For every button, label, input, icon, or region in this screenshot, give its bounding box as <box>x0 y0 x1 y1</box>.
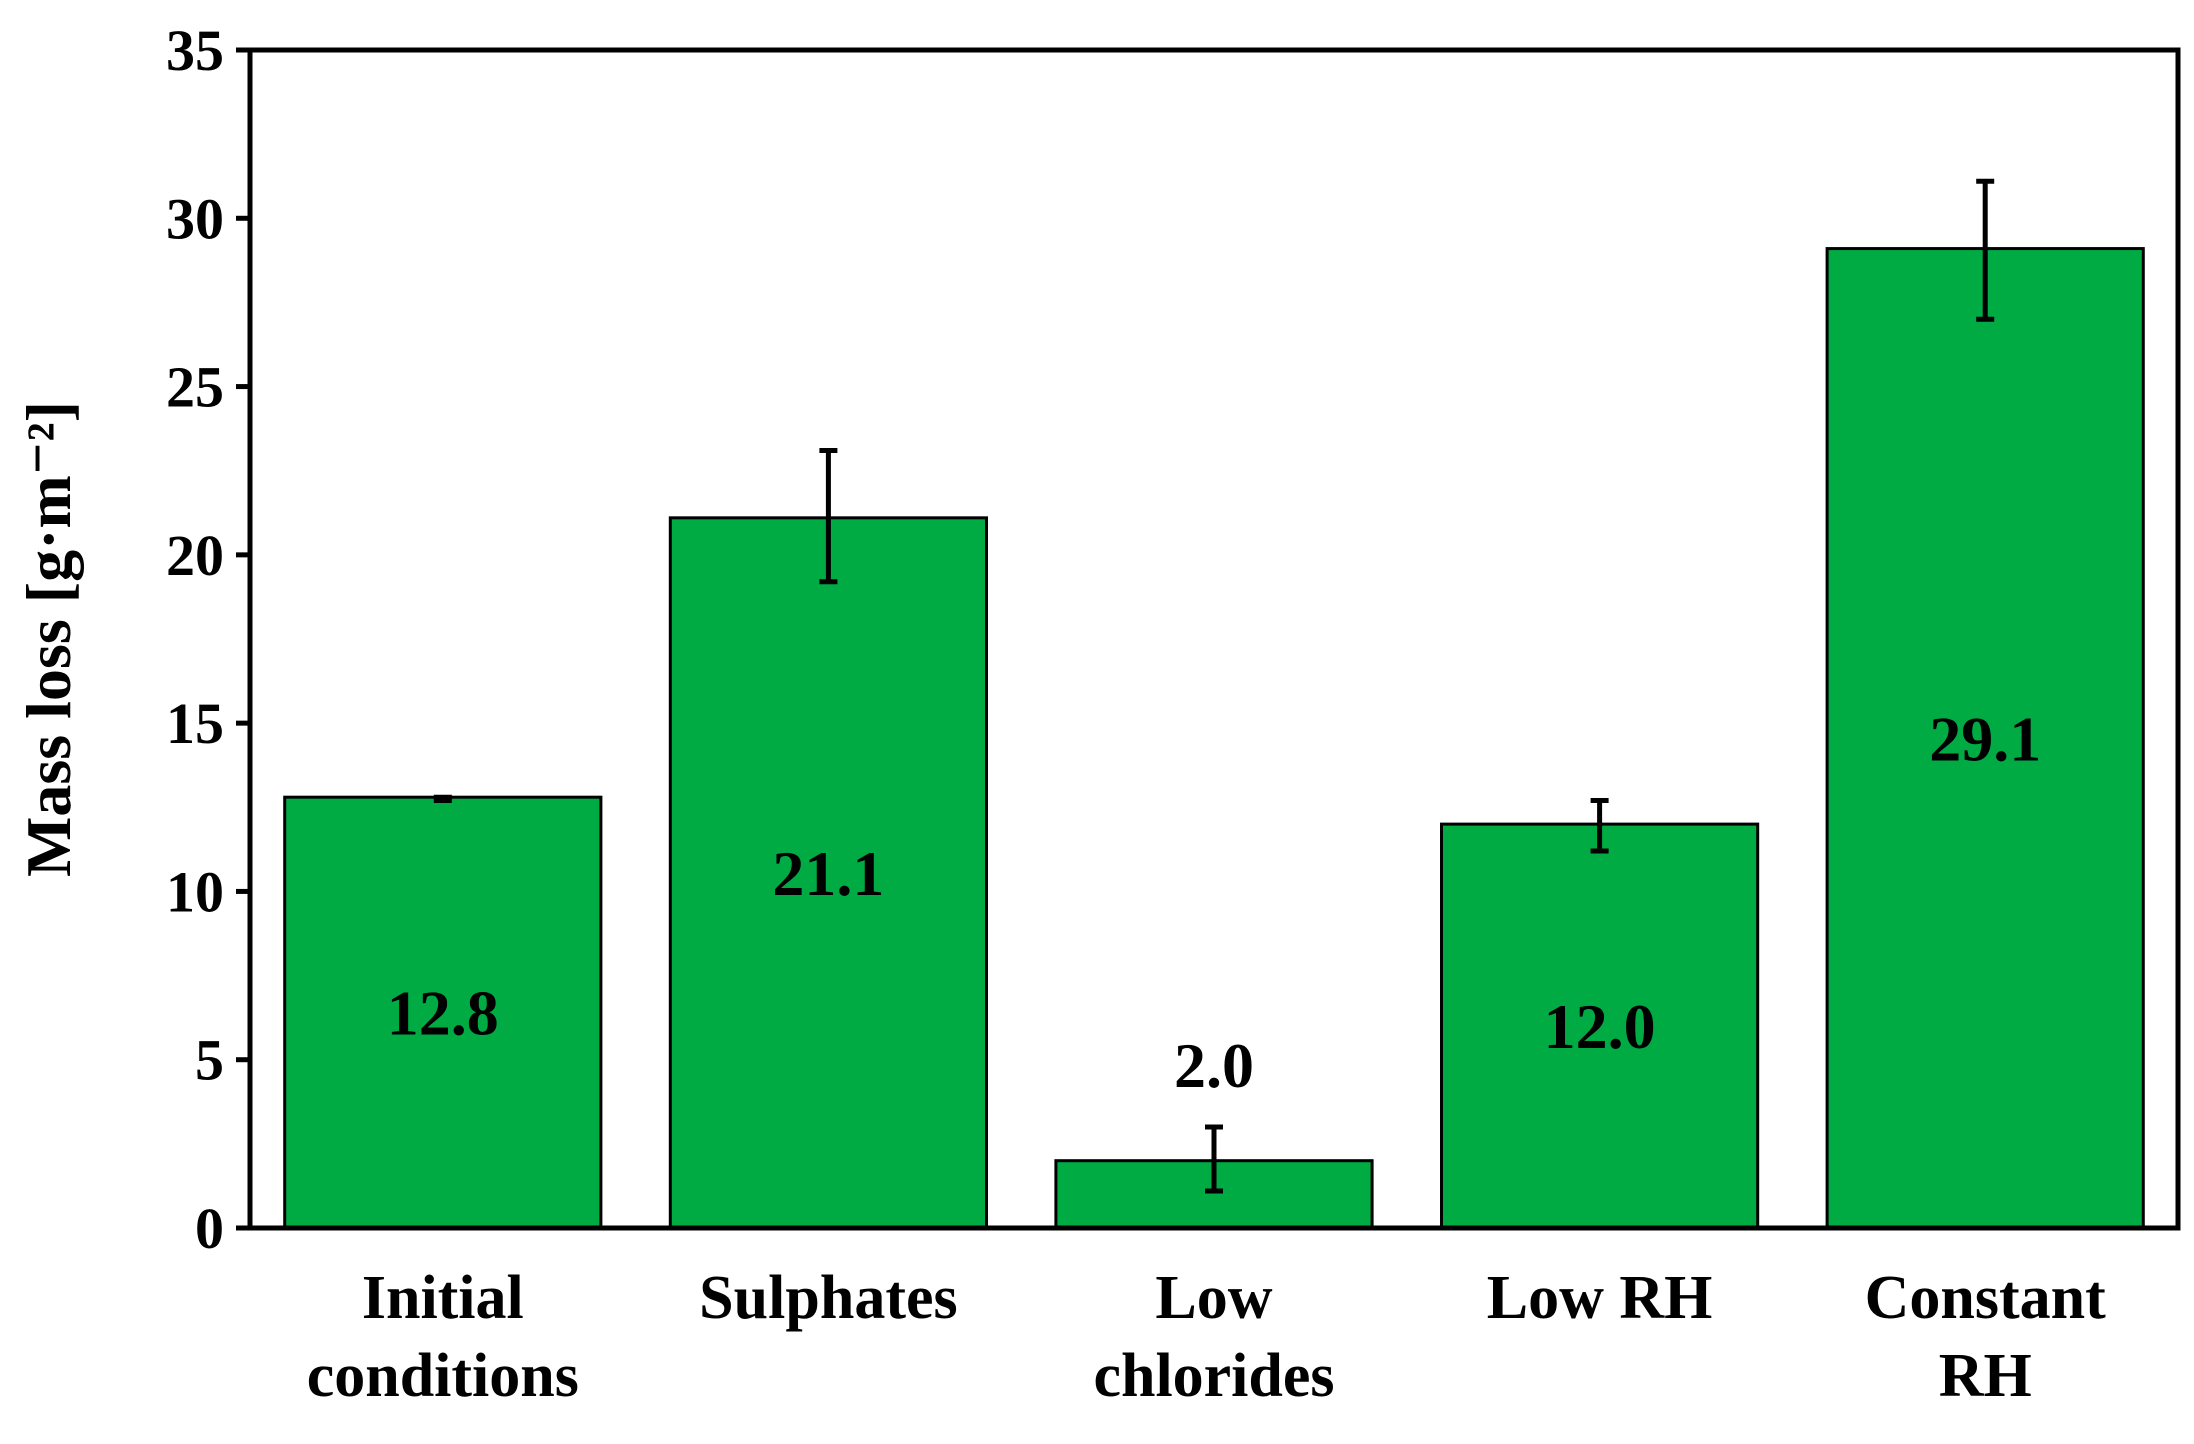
error-bar <box>433 794 452 804</box>
data-label: 12.0 <box>1544 991 1656 1062</box>
bar <box>1440 822 1760 1230</box>
x-tick-label: Low RH <box>1487 1264 1713 1332</box>
bars-group <box>283 247 2145 1230</box>
x-axis-labels-group: Initial conditions Sulphates Low chlorides Lo… <box>307 1264 2106 1410</box>
y-tick-label: 35 <box>166 18 224 83</box>
data-label: 12.8 <box>387 978 499 1049</box>
x-tick-label: Low <box>1155 1264 1272 1332</box>
x-tick-label: conditions <box>307 1342 579 1410</box>
x-tick-label: RH <box>1939 1342 2032 1410</box>
x-tick-label: Initial <box>362 1264 524 1332</box>
plot-frame <box>247 47 2181 1231</box>
error-bar <box>819 448 838 585</box>
x-tick-label: Constant <box>1865 1264 2107 1332</box>
value-labels-group: 12.8 21.1 2.0 12.0 29.1 <box>387 703 2041 1101</box>
y-tick-label: 10 <box>166 859 224 924</box>
x-tick-label: chlorides <box>1093 1342 1334 1410</box>
y-tick-label: 25 <box>166 355 224 420</box>
y-axis-title: Mass loss [g·m⁻²] <box>13 401 84 877</box>
error-bars-group <box>433 178 1995 1194</box>
y-tick-label: 30 <box>166 186 224 251</box>
y-tick-label: 20 <box>166 523 224 588</box>
x-tick-label: Sulphates <box>699 1264 957 1332</box>
y-tick-label: 5 <box>195 1028 224 1093</box>
error-bar <box>1976 178 1995 322</box>
error-bar <box>1590 798 1609 854</box>
data-label: 21.1 <box>772 838 884 909</box>
error-bar <box>1205 1124 1223 1194</box>
y-axis-ticks-group: 0 5 10 15 20 25 30 35 <box>166 18 250 1261</box>
bar <box>1825 247 2145 1230</box>
data-label: 29.1 <box>1929 703 2041 774</box>
data-label: 2.0 <box>1174 1030 1254 1101</box>
y-tick-label: 15 <box>166 691 224 756</box>
bar <box>668 516 988 1230</box>
y-tick-label: 0 <box>195 1196 224 1261</box>
bar <box>283 795 603 1230</box>
